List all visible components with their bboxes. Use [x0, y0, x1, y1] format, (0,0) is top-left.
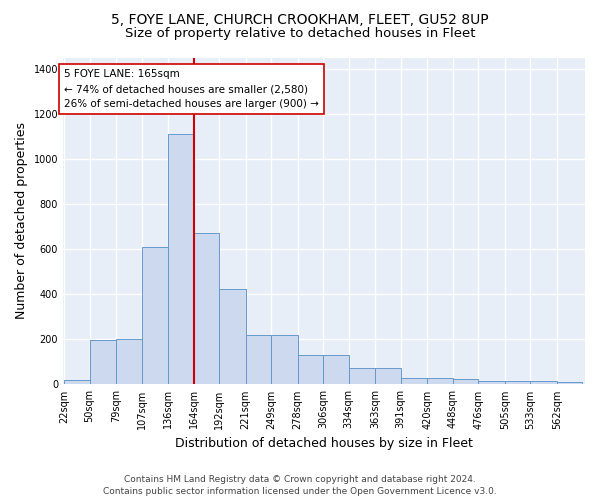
- Text: Size of property relative to detached houses in Fleet: Size of property relative to detached ho…: [125, 28, 475, 40]
- Bar: [323, 355, 349, 384]
- Bar: [64, 380, 89, 384]
- Bar: [452, 379, 478, 384]
- Y-axis label: Number of detached properties: Number of detached properties: [15, 122, 28, 320]
- Bar: [89, 340, 116, 384]
- Bar: [219, 288, 245, 384]
- Bar: [557, 382, 582, 384]
- Bar: [298, 355, 323, 384]
- Bar: [427, 378, 452, 384]
- Bar: [349, 368, 375, 384]
- Bar: [505, 382, 530, 384]
- Bar: [168, 134, 194, 384]
- X-axis label: Distribution of detached houses by size in Fleet: Distribution of detached houses by size …: [175, 437, 473, 450]
- Bar: [478, 381, 505, 384]
- Text: 5, FOYE LANE, CHURCH CROOKHAM, FLEET, GU52 8UP: 5, FOYE LANE, CHURCH CROOKHAM, FLEET, GU…: [111, 12, 489, 26]
- Bar: [245, 336, 271, 384]
- Bar: [142, 247, 168, 384]
- Bar: [401, 378, 427, 384]
- Bar: [375, 368, 401, 384]
- Text: 5 FOYE LANE: 165sqm
← 74% of detached houses are smaller (2,580)
26% of semi-det: 5 FOYE LANE: 165sqm ← 74% of detached ho…: [64, 70, 319, 109]
- Bar: [530, 382, 557, 384]
- Bar: [194, 234, 219, 384]
- Bar: [116, 340, 142, 384]
- Text: Contains HM Land Registry data © Crown copyright and database right 2024.
Contai: Contains HM Land Registry data © Crown c…: [103, 474, 497, 496]
- Bar: [271, 336, 298, 384]
